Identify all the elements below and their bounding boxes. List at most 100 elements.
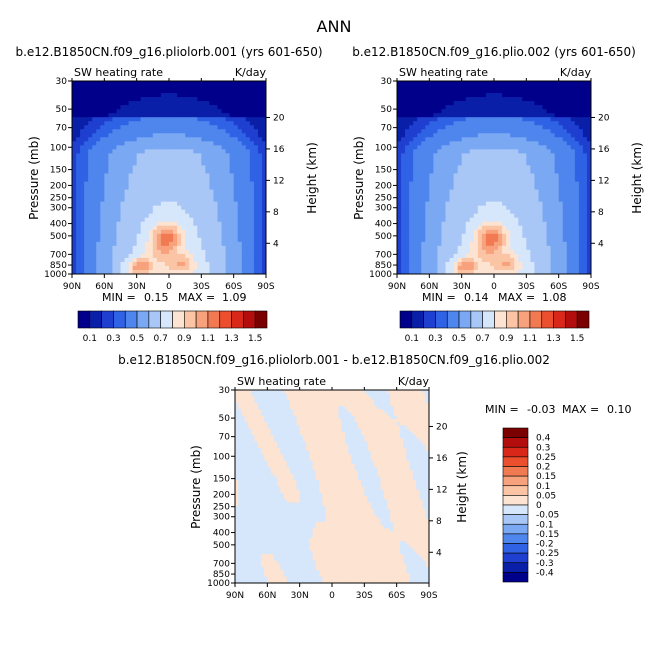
heatmap-cell [229, 177, 235, 183]
heatmap-cell [542, 173, 548, 178]
heatmap-cell [522, 241, 527, 247]
heatmap-cell [209, 173, 214, 178]
heatmap-cell [498, 217, 503, 223]
heatmap-cell [494, 101, 499, 106]
heatmap-cell [156, 113, 162, 118]
heatmap-cell [542, 141, 548, 146]
heatmap-cell [124, 157, 130, 162]
heatmap-cell [449, 233, 455, 239]
heatmap-cell [197, 165, 202, 170]
x-tick-label: 60S [550, 282, 567, 292]
heatmap-cell [177, 133, 182, 138]
heatmap-cell [181, 153, 186, 158]
heatmap-cell [140, 109, 146, 114]
heatmap-cell [80, 225, 85, 231]
heatmap-cell [445, 241, 451, 247]
heatmap-cell [473, 233, 479, 239]
heatmap-cell [233, 137, 239, 142]
heatmap-cell [245, 93, 251, 98]
heatmap-cell [409, 261, 414, 267]
heatmap-cell [108, 193, 113, 199]
heatmap-cell [437, 233, 442, 239]
heatmap-cell [429, 149, 434, 154]
heatmap-cell [514, 165, 519, 170]
heatmap-cell [100, 129, 105, 134]
heatmap-cell [116, 145, 121, 150]
heatmap-cell [578, 225, 584, 231]
heatmap-cell [140, 145, 146, 150]
heatmap-cell [156, 129, 162, 134]
heatmap-cell [465, 177, 471, 183]
heatmap-cell [221, 221, 227, 227]
heatmap-cell [253, 81, 259, 86]
heatmap-cell [574, 197, 580, 203]
heatmap-cell [514, 209, 519, 215]
heatmap-cell [160, 125, 166, 130]
heatmap-cell [84, 81, 89, 86]
heatmap-cell [177, 165, 182, 170]
heatmap-cell [401, 181, 406, 187]
heatmap-cell [217, 141, 223, 146]
heatmap-cell [397, 181, 402, 187]
heatmap-cell [80, 209, 85, 215]
heatmap-cell [233, 253, 239, 259]
heatmap-cell [485, 257, 491, 263]
heatmap-cell [164, 209, 170, 215]
heatmap-cell [502, 181, 507, 187]
heatmap-cell [148, 173, 154, 178]
heatmap-cell [237, 81, 243, 86]
heatmap-cell [261, 125, 266, 130]
heatmap-cell [417, 265, 422, 271]
heatmap-cell [136, 105, 142, 110]
heatmap-cell [270, 390, 275, 394]
heatmap-cell [477, 129, 483, 134]
heatmap-cell [92, 253, 97, 259]
heatmap-cell [502, 85, 507, 90]
heatmap-cell [473, 213, 479, 219]
heatmap-cell [112, 125, 117, 130]
heatmap-cell [582, 201, 588, 207]
heatmap-cell [92, 265, 97, 271]
heatmap-cell [257, 157, 263, 162]
heatmap-cell [457, 169, 463, 174]
heatmap-cell [72, 189, 77, 195]
heatmap-cell [116, 225, 121, 231]
heatmap-cell [140, 261, 146, 267]
heatmap-cell [160, 101, 166, 106]
heatmap-cell [510, 169, 515, 174]
heatmap-cell [433, 205, 438, 211]
heatmap-cell [518, 129, 523, 134]
heatmap-cell [148, 165, 154, 170]
heatmap-cell [417, 233, 422, 239]
heatmap-cell [92, 101, 97, 106]
heatmap-cell [401, 189, 406, 195]
heatmap-cell [526, 173, 531, 178]
heatmap-cell [233, 205, 239, 211]
heatmap-cell [169, 157, 174, 162]
heatmap-cell [445, 157, 451, 162]
heatmap-cell [116, 137, 121, 142]
heatmap-cell [506, 233, 511, 239]
heatmap-cell [558, 117, 564, 122]
heatmap-cell [485, 109, 491, 114]
heatmap-cell [445, 177, 451, 183]
heatmap-cell [152, 241, 158, 247]
heatmap-cell [530, 125, 535, 130]
heatmap-cell [257, 390, 262, 394]
heatmap-cell [526, 249, 531, 255]
heatmap-cell [245, 97, 251, 102]
heatmap-cell [417, 181, 422, 187]
heatmap-cell [409, 253, 414, 259]
heatmap-cell [566, 173, 572, 178]
heatmap-cell [136, 129, 142, 134]
panel-1-min-value: 0.15 [144, 291, 169, 304]
heatmap-cell [144, 101, 150, 106]
heatmap-cell [417, 249, 422, 255]
heatmap-cell [461, 81, 467, 86]
heatmap-cell [522, 101, 527, 106]
heatmap-cell [233, 97, 239, 102]
heatmap-cell [261, 141, 266, 146]
heatmap-cell [457, 189, 463, 195]
heatmap-cell [582, 149, 588, 154]
heatmap-cell [221, 101, 227, 106]
